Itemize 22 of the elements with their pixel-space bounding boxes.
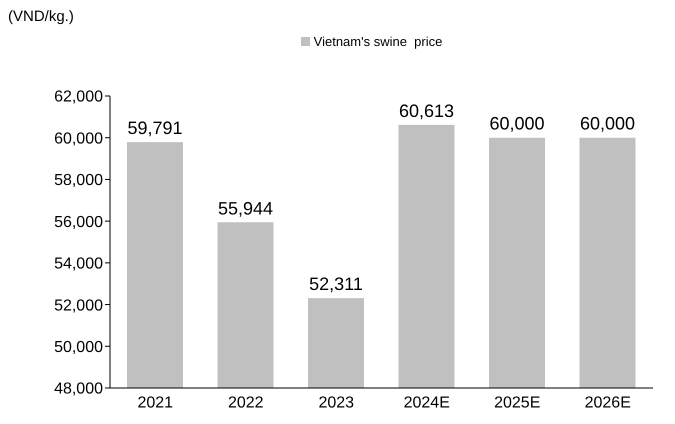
legend-label: Vietnam's swine price [314, 34, 442, 49]
y-tick-label: 56,000 [54, 214, 104, 231]
y-tick-label: 58,000 [54, 172, 104, 190]
x-tick-label: 2024E [404, 394, 450, 412]
data-label: 52,311 [309, 274, 363, 294]
x-tick-label: 2025E [494, 394, 540, 412]
data-label: 60,000 [489, 114, 545, 134]
y-tick-label: 62,000 [54, 88, 104, 106]
x-tick-label: 2026E [584, 394, 631, 412]
x-tick-label: 2023 [318, 394, 354, 412]
x-tick-label: 2022 [228, 394, 264, 412]
x-tick-label: 2021 [137, 394, 174, 412]
data-label: 60,000 [580, 114, 636, 134]
data-label: 59,791 [127, 118, 183, 138]
data-label: 55,944 [218, 198, 274, 218]
y-tick-label: 60,000 [54, 130, 104, 148]
y-axis-title: (VND/kg.) [8, 8, 74, 25]
data-label: 60,613 [398, 100, 454, 121]
y-tick-label: 48,000 [54, 380, 104, 398]
y-tick-label: 52,000 [54, 297, 104, 314]
y-tick-label: 50,000 [54, 338, 104, 356]
y-tick-label: 54,000 [54, 256, 104, 273]
